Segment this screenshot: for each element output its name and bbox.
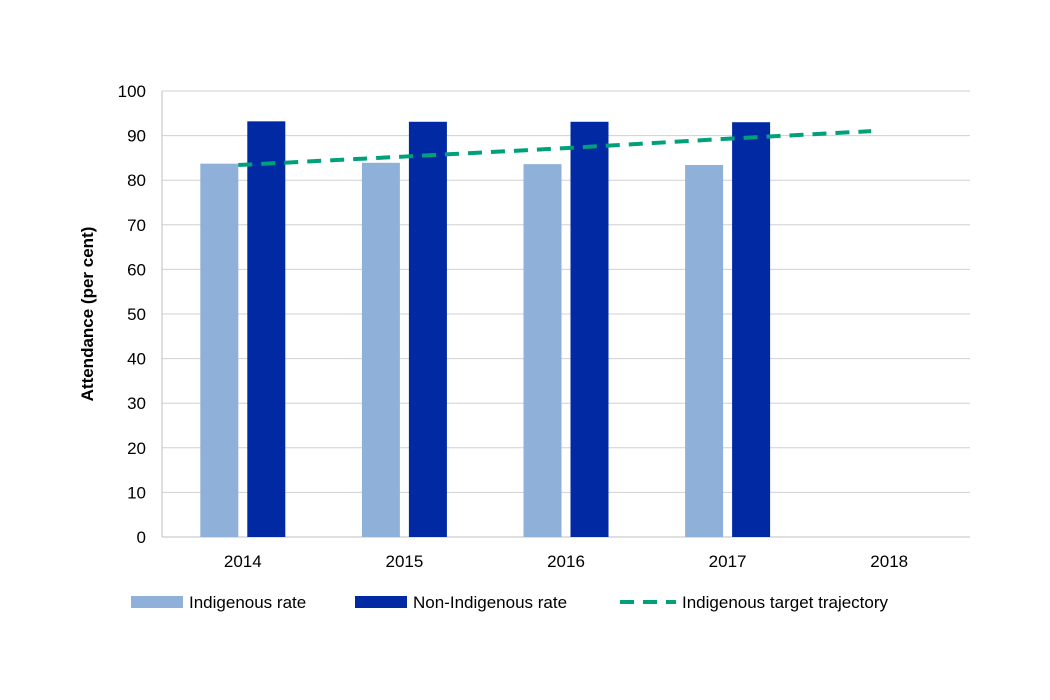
y-tick-label: 30: [127, 394, 146, 413]
y-tick-label: 60: [127, 260, 146, 279]
target-trajectory-line: [238, 129, 872, 168]
bar-non-indigenous: [732, 122, 771, 537]
y-tick-label: 90: [127, 127, 146, 146]
bar-non-indigenous: [570, 121, 609, 538]
legend-label: Indigenous rate: [189, 593, 306, 612]
y-tick-label: 50: [127, 305, 146, 324]
gridlines: [162, 90, 970, 493]
y-axis-title: Attendance (per cent): [78, 227, 97, 402]
x-tick-labels: 2014 2015 2016 2017 2018: [224, 552, 908, 571]
bar-indigenous: [361, 162, 400, 537]
legend-label: Indigenous target trajectory: [682, 593, 889, 612]
y-tick-label: 20: [127, 439, 146, 458]
legend-swatch: [131, 596, 183, 608]
bars: [200, 121, 771, 538]
legend-label: Non-Indigenous rate: [413, 593, 567, 612]
bar-indigenous: [523, 164, 562, 538]
bar-non-indigenous: [408, 121, 447, 538]
bar-indigenous: [685, 165, 724, 537]
y-tick-label: 0: [137, 528, 146, 547]
bar-indigenous: [200, 163, 239, 537]
x-tick-label: 2014: [224, 552, 262, 571]
x-tick-label: 2016: [547, 552, 585, 571]
y-tick-labels: 0 10 20 30 40 50 60 70 80 90 100: [118, 82, 146, 547]
legend: Indigenous rate Non-Indigenous rate Indige…: [131, 593, 889, 612]
y-tick-label: 40: [127, 350, 146, 369]
x-tick-label: 2018: [870, 552, 908, 571]
x-tick-label: 2017: [709, 552, 747, 571]
legend-swatch: [355, 596, 407, 608]
y-tick-label: 80: [127, 171, 146, 190]
y-tick-label: 10: [127, 483, 146, 502]
bar-non-indigenous: [247, 121, 286, 537]
target-line: [238, 129, 872, 168]
y-tick-label: 70: [127, 216, 146, 235]
x-tick-label: 2015: [385, 552, 423, 571]
y-tick-label: 100: [118, 82, 146, 101]
